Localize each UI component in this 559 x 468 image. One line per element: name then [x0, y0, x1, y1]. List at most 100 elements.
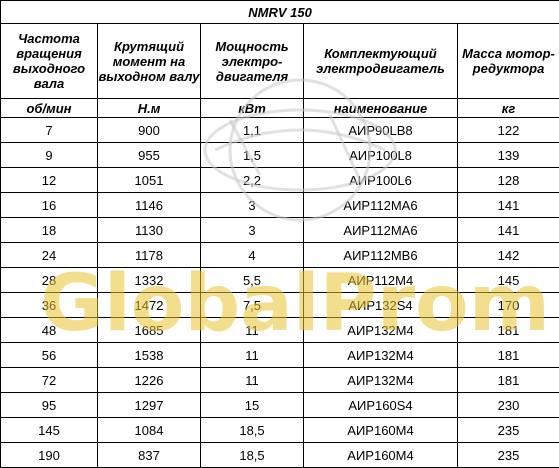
motor-cell: АИР112М4 [304, 268, 458, 293]
motor-cell: АИР112МА6 [304, 193, 458, 218]
mass-cell: 141 [458, 218, 559, 243]
motor-cell: АИР100L6 [304, 168, 458, 193]
power-cell: 1,5 [201, 143, 304, 168]
torque-cell: 1538 [98, 343, 201, 368]
unit-motor: наименование [304, 99, 458, 118]
title-row: NMRV 150 [1, 1, 559, 24]
header-row: Частота вращения выходного вала Крутящий… [1, 24, 559, 99]
mass-cell: 122 [458, 118, 559, 143]
motor-cell: АИР112МВ6 [304, 243, 458, 268]
mass-cell: 181 [458, 368, 559, 393]
mass-cell: 181 [458, 318, 559, 343]
speed-cell: 7 [1, 118, 98, 143]
power-cell: 2,2 [201, 168, 304, 193]
speed-cell: 95 [1, 393, 98, 418]
mass-cell: 181 [458, 343, 559, 368]
power-cell: 18,5 [201, 443, 304, 468]
torque-cell: 1297 [98, 393, 201, 418]
speed-cell: 12 [1, 168, 98, 193]
speed-cell: 36 [1, 293, 98, 318]
torque-cell: 1130 [98, 218, 201, 243]
torque-cell: 1051 [98, 168, 201, 193]
unit-torque: Н.м [98, 99, 201, 118]
motor-cell: АИР132S4 [304, 293, 458, 318]
power-cell: 7,5 [201, 293, 304, 318]
header-motor: Комплектующий электродвигатель [304, 24, 458, 99]
header-speed: Частота вращения выходного вала [1, 24, 98, 99]
torque-cell: 837 [98, 443, 201, 468]
speed-cell: 18 [1, 218, 98, 243]
mass-cell: 230 [458, 393, 559, 418]
mass-cell: 128 [458, 168, 559, 193]
motor-cell: АИР100L8 [304, 143, 458, 168]
power-cell: 3 [201, 193, 304, 218]
power-cell: 1,1 [201, 118, 304, 143]
header-power: Мощность электро-двигателя [201, 24, 304, 99]
power-cell: 5,5 [201, 268, 304, 293]
motor-cell: АИР160М4 [304, 418, 458, 443]
speed-cell: 28 [1, 268, 98, 293]
power-cell: 11 [201, 318, 304, 343]
header-mass: Масса мотор-редуктора [458, 24, 559, 99]
torque-cell: 955 [98, 143, 201, 168]
torque-cell: 1472 [98, 293, 201, 318]
power-cell: 18,5 [201, 418, 304, 443]
spec-sheet: NMRV 150 Частота вращения выходного вала… [0, 0, 559, 455]
mass-cell: 139 [458, 143, 559, 168]
motor-cell: АИР160S4 [304, 393, 458, 418]
torque-cell: 1178 [98, 243, 201, 268]
mass-cell: 235 [458, 443, 559, 468]
power-cell: 4 [201, 243, 304, 268]
unit-mass: кг [458, 99, 559, 118]
motor-cell: АИР132М4 [304, 343, 458, 368]
speed-cell: 24 [1, 243, 98, 268]
torque-cell: 1146 [98, 193, 201, 218]
speed-cell: 56 [1, 343, 98, 368]
torque-cell: 900 [98, 118, 201, 143]
mass-cell: 235 [458, 418, 559, 443]
unit-power: кВт [201, 99, 304, 118]
speed-cell: 190 [1, 443, 98, 468]
table-title: NMRV 150 [1, 1, 559, 24]
torque-cell: 1685 [98, 318, 201, 343]
motor-cell: АИР132М4 [304, 318, 458, 343]
torque-cell: 1226 [98, 368, 201, 393]
torque-cell: 1084 [98, 418, 201, 443]
mass-cell: 170 [458, 293, 559, 318]
speed-cell: 9 [1, 143, 98, 168]
mass-cell: 145 [458, 268, 559, 293]
mass-cell: 141 [458, 193, 559, 218]
speed-cell: 48 [1, 318, 98, 343]
speed-cell: 72 [1, 368, 98, 393]
speed-cell: 16 [1, 193, 98, 218]
units-row: об/мин Н.м кВт наименование кг [1, 99, 559, 118]
power-cell: 15 [201, 393, 304, 418]
unit-speed: об/мин [1, 99, 98, 118]
motor-cell: АИР90LB8 [304, 118, 458, 143]
mass-cell: 142 [458, 243, 559, 268]
power-cell: 11 [201, 368, 304, 393]
speed-cell: 145 [1, 418, 98, 443]
torque-cell: 1332 [98, 268, 201, 293]
power-cell: 11 [201, 343, 304, 368]
motor-cell: АИР132М4 [304, 368, 458, 393]
power-cell: 3 [201, 218, 304, 243]
header-torque: Крутящий момент на выходном валу [98, 24, 201, 99]
motor-cell: АИР160М4 [304, 443, 458, 468]
